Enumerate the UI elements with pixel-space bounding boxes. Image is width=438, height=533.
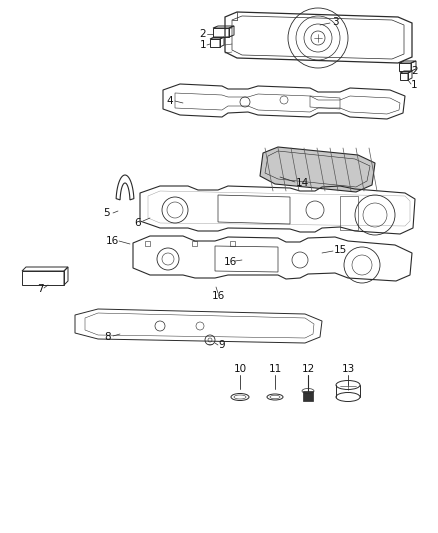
Text: 1: 1 xyxy=(200,40,206,50)
Text: 2: 2 xyxy=(412,66,418,76)
Polygon shape xyxy=(260,147,375,192)
Text: 14: 14 xyxy=(295,178,309,188)
Text: 8: 8 xyxy=(105,332,111,342)
Text: 3: 3 xyxy=(332,17,338,27)
Text: 12: 12 xyxy=(301,364,314,374)
Polygon shape xyxy=(303,391,313,401)
Text: 11: 11 xyxy=(268,364,282,374)
Text: 9: 9 xyxy=(219,340,225,350)
Text: 13: 13 xyxy=(341,364,355,374)
Text: 10: 10 xyxy=(233,364,247,374)
Text: 16: 16 xyxy=(106,236,119,246)
Text: 16: 16 xyxy=(223,257,237,267)
Text: 15: 15 xyxy=(333,245,346,255)
Text: 16: 16 xyxy=(212,291,225,301)
Text: 4: 4 xyxy=(167,96,173,106)
Text: 6: 6 xyxy=(135,218,141,228)
Text: 2: 2 xyxy=(200,29,206,39)
Text: 5: 5 xyxy=(104,208,110,218)
Text: 1: 1 xyxy=(411,80,417,90)
Text: 7: 7 xyxy=(37,284,43,294)
